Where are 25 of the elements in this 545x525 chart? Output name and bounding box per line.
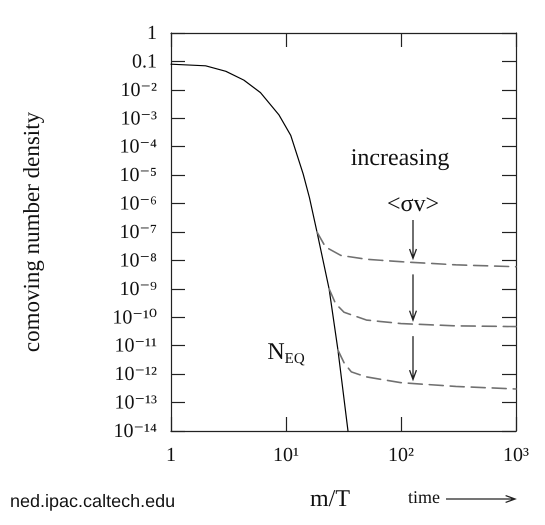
- y-tick-label: 10⁻⁸: [119, 249, 158, 272]
- text: ned.ipac.caltech.edu: [10, 491, 176, 511]
- y-tick-label: 0.1: [132, 50, 157, 72]
- y-axis-title: comoving number density: [19, 111, 44, 352]
- annotation: <σv>: [386, 191, 440, 217]
- y-tick-label: 10⁻¹¹: [114, 334, 157, 357]
- y-tick-label: 1: [147, 22, 157, 44]
- y-tick-label: 10⁻¹²: [114, 363, 157, 386]
- y-tick-label: 10⁻⁵: [119, 164, 157, 186]
- x-tick-label: 1: [166, 444, 176, 466]
- y-tick-label: 10⁻⁷: [119, 221, 158, 243]
- x-tick-label: 10¹: [273, 444, 299, 466]
- y-tick-label: 10⁻¹⁰: [112, 306, 157, 328]
- y-tick-label: 10⁻⁴: [119, 136, 158, 158]
- y-tick-label: 10⁻⁹: [119, 278, 158, 300]
- y-tick-label: 10⁻¹³: [114, 392, 157, 414]
- x-tick-label: 10³: [503, 444, 529, 466]
- y-tick-label: 10⁻²: [120, 78, 157, 101]
- y-tick-label: 10⁻⁶: [119, 192, 158, 215]
- text: time: [408, 487, 440, 507]
- annotation: increasing: [350, 145, 450, 171]
- x-axis-title: m/T: [310, 486, 350, 512]
- y-tick-label: 10⁻³: [120, 107, 157, 130]
- x-tick-label: 10²: [388, 444, 414, 466]
- y-tick-label: 10⁻¹⁴: [113, 420, 158, 442]
